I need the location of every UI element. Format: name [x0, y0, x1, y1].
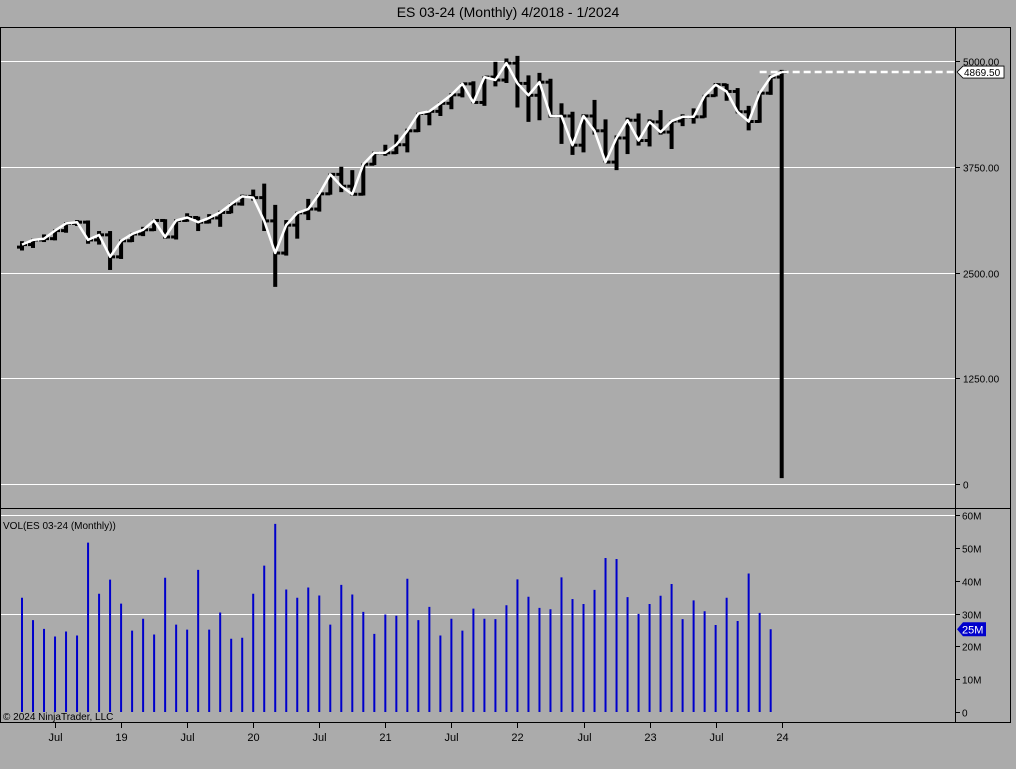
price-tick-label: 5000.00	[963, 58, 1000, 69]
volume-tick-label: 0	[962, 709, 968, 720]
volume-tick-label: 20M	[962, 643, 981, 654]
volume-bars	[21, 523, 772, 712]
ohlc-bar	[358, 162, 369, 196]
time-tick-label: 21	[379, 732, 391, 744]
price-axis[interactable]: 0 1250.00 2500.00 3750.00 5000.00	[955, 58, 1000, 492]
time-tick-label: Jul	[577, 732, 591, 744]
volume-last-marker: 25M	[957, 622, 986, 637]
time-tick-label: 24	[776, 732, 788, 744]
ohlc-bar	[545, 78, 556, 118]
ohlc-bar	[622, 117, 633, 155]
volume-indicator-label: VOL(ES 03-24 (Monthly))	[3, 521, 116, 532]
volume-last-label: 25M	[962, 624, 983, 636]
price-grid	[1, 61, 955, 485]
volume-grid	[1, 515, 955, 615]
last-price-marker: 4869.50	[956, 65, 1005, 79]
close-line	[21, 61, 783, 259]
time-tick-label: 20	[247, 732, 259, 744]
volume-tick-label: 30M	[962, 611, 981, 622]
ohlc-bar	[193, 216, 204, 232]
time-axis[interactable]: Jul 19 Jul 20 Jul 21 Jul 22 Jul 23 Jul 24	[48, 723, 789, 744]
time-tick-label: Jul	[444, 732, 458, 744]
volume-tick-label: 40M	[962, 578, 981, 589]
chart-title: ES 03-24 (Monthly) 4/2018 - 1/2024	[396, 4, 620, 20]
ohlc-bar	[479, 75, 490, 106]
copyright-text: © 2024 NinjaTrader, LLC	[3, 712, 113, 723]
time-tick-label: Jul	[48, 732, 62, 744]
chart-frame	[0, 27, 1011, 723]
price-tick-label: 2500.00	[963, 270, 1000, 281]
last-price-label: 4869.50	[964, 68, 1001, 79]
volume-axis[interactable]: 0 10M 20M 30M 40M 50M 60M	[955, 512, 981, 720]
ohlc-bar	[523, 75, 534, 122]
time-tick-label: 19	[115, 732, 127, 744]
volume-tick-label: 50M	[962, 545, 981, 556]
time-tick-label: Jul	[312, 732, 326, 744]
time-tick-label: Jul	[180, 732, 194, 744]
volume-tick-label: 10M	[962, 676, 981, 687]
volume-tick-label: 60M	[962, 512, 981, 523]
price-tick-label: 1250.00	[963, 375, 1000, 386]
price-tick-label: 0	[963, 481, 969, 492]
price-bars	[17, 55, 787, 479]
time-tick-label: Jul	[709, 732, 723, 744]
price-tick-label: 3750.00	[963, 164, 1000, 175]
time-tick-label: 23	[644, 732, 656, 744]
time-tick-label: 22	[511, 732, 523, 744]
